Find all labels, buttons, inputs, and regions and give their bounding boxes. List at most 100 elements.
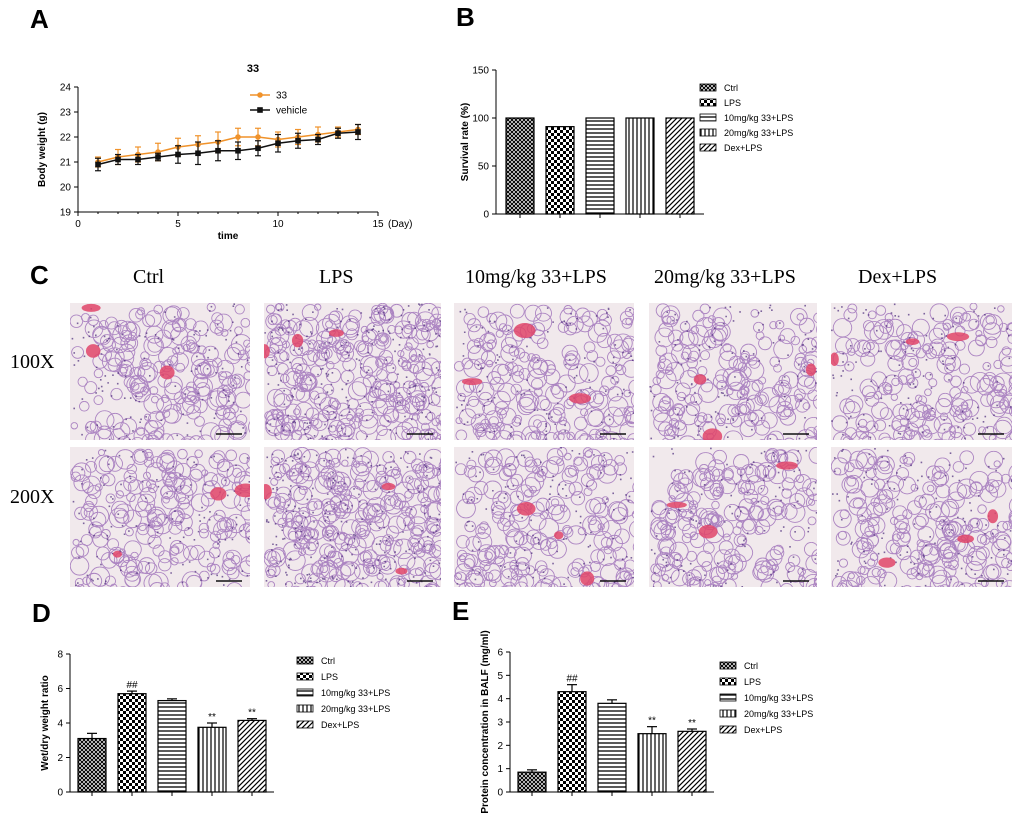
y-tick-label: 23 [60, 108, 72, 119]
legend-label: 20mg/kg 33+LPS [724, 128, 793, 138]
red-blood-cells [702, 428, 723, 440]
red-blood-cells [112, 550, 123, 558]
y-tick-label: 0 [57, 788, 63, 799]
red-blood-cells [85, 344, 101, 358]
red-blood-cells [328, 329, 344, 337]
red-blood-cells [210, 487, 227, 501]
y-tick-label: 4 [497, 694, 503, 705]
data-point [335, 130, 341, 137]
alveolar-walls [649, 447, 817, 587]
significance-label: ## [126, 680, 138, 691]
y-tick-label: 19 [60, 208, 72, 219]
data-point [255, 134, 261, 140]
histology-column-header: 10mg/kg 33+LPS [465, 266, 607, 288]
y-tick-label: 150 [472, 66, 489, 77]
legend-swatch [699, 128, 717, 137]
legend-label: Dex+LPS [724, 143, 762, 153]
x-tick-label: 15 [372, 219, 384, 230]
y-axis-label: Protein concentration in BALF (mg/ml) [480, 630, 491, 813]
legend-label: LPS [744, 677, 761, 687]
legend-label: Ctrl [321, 656, 335, 666]
y-tick-label: 20 [60, 183, 72, 194]
red-blood-cells [666, 501, 687, 508]
histology-image-ctrl-100x [70, 303, 250, 440]
y-tick-label: 4 [57, 719, 63, 730]
legend-label: vehicle [276, 106, 308, 117]
y-tick-label: 6 [57, 684, 63, 695]
significance-label: ** [648, 716, 656, 727]
legend-label: Dex+LPS [744, 725, 782, 735]
histology-image-ctrl-200x [70, 447, 250, 587]
histology-row-header: 200X [10, 486, 55, 508]
chart-e-protein: 0 1 2 3 4 5 6 Protein concentration in BALF (mg… [480, 630, 813, 813]
y-tick-label: 22 [60, 133, 72, 144]
series-line-vehicle [97, 131, 359, 166]
bar-2 [585, 117, 615, 215]
histology-image-20mg-200x [649, 447, 817, 587]
histology-image-dex-100x [831, 303, 1012, 440]
alveolar-walls [70, 303, 250, 440]
histology-image-10mg-200x [454, 447, 634, 587]
nuclei [72, 449, 250, 587]
histology-texture [264, 303, 441, 440]
histology-texture [454, 447, 634, 587]
data-point [115, 156, 121, 163]
histology-column-header: Dex+LPS [858, 266, 938, 288]
legend-swatch [296, 672, 314, 681]
series-line-33 [97, 128, 359, 163]
alveolar-walls [264, 303, 441, 440]
chart-d-wet-dry: 0 2 4 6 8 Wet/dry weight ratio ## ** ** Ctrl LPS 10… [40, 650, 390, 799]
y-axis-label: Body weight (g) [37, 112, 48, 187]
panel-label-d: D [32, 598, 51, 628]
histology-image-lps-200x [264, 447, 441, 587]
red-blood-cells [580, 571, 595, 586]
legend-marker [257, 107, 263, 113]
histology-image-20mg-100x [649, 303, 817, 440]
bar-2 [597, 702, 627, 793]
x-tick-label: 0 [75, 219, 81, 230]
bar-3 [637, 733, 667, 793]
histology-texture [70, 447, 250, 587]
y-tick-label: 2 [57, 753, 63, 764]
data-point [315, 136, 321, 143]
histology-texture [649, 303, 817, 440]
legend-label: Ctrl [724, 83, 738, 93]
y-axis-label: Wet/dry weight ratio [40, 675, 51, 770]
histology-column-header: 20mg/kg 33+LPS [654, 266, 796, 288]
red-blood-cells [805, 363, 817, 376]
y-tick-label: 100 [472, 114, 489, 125]
histology-column-header: Ctrl [133, 266, 165, 288]
red-blood-cells [957, 534, 974, 544]
bar-1 [545, 126, 575, 215]
red-blood-cells [987, 509, 999, 524]
bar-1 [557, 691, 587, 793]
legend-swatch [699, 83, 717, 92]
histology-image-dex-200x [831, 447, 1012, 587]
bar-0 [77, 737, 107, 793]
legend-swatch [719, 725, 737, 734]
legend-label: 33 [276, 91, 288, 102]
data-point [295, 137, 301, 144]
y-tick-label: 21 [60, 158, 72, 169]
panel-label-c: C [30, 260, 49, 290]
panel-label-b: B [456, 2, 475, 32]
bar-3 [625, 117, 655, 215]
alveolar-walls [831, 448, 1012, 587]
legend-label: 10mg/kg 33+LPS [744, 693, 813, 703]
red-blood-cells [831, 352, 839, 367]
legend-swatch [719, 677, 737, 686]
histology-texture [831, 303, 1012, 440]
data-point [355, 129, 361, 135]
red-blood-cells [264, 344, 270, 359]
legend-label: Ctrl [744, 661, 758, 671]
red-blood-cells [878, 557, 896, 568]
red-blood-cells [81, 303, 101, 312]
histology-texture [831, 447, 1012, 587]
legend-swatch [296, 688, 314, 697]
red-blood-cells [946, 332, 970, 342]
histology-image-10mg-100x [454, 303, 634, 440]
chart-b-survival: 0 50 100 150 Survival rate (%) Ctrl LPS 10mg/kg… [460, 66, 793, 221]
data-point [215, 147, 221, 154]
x-tick-label: 5 [175, 219, 181, 230]
red-blood-cells [776, 461, 798, 470]
